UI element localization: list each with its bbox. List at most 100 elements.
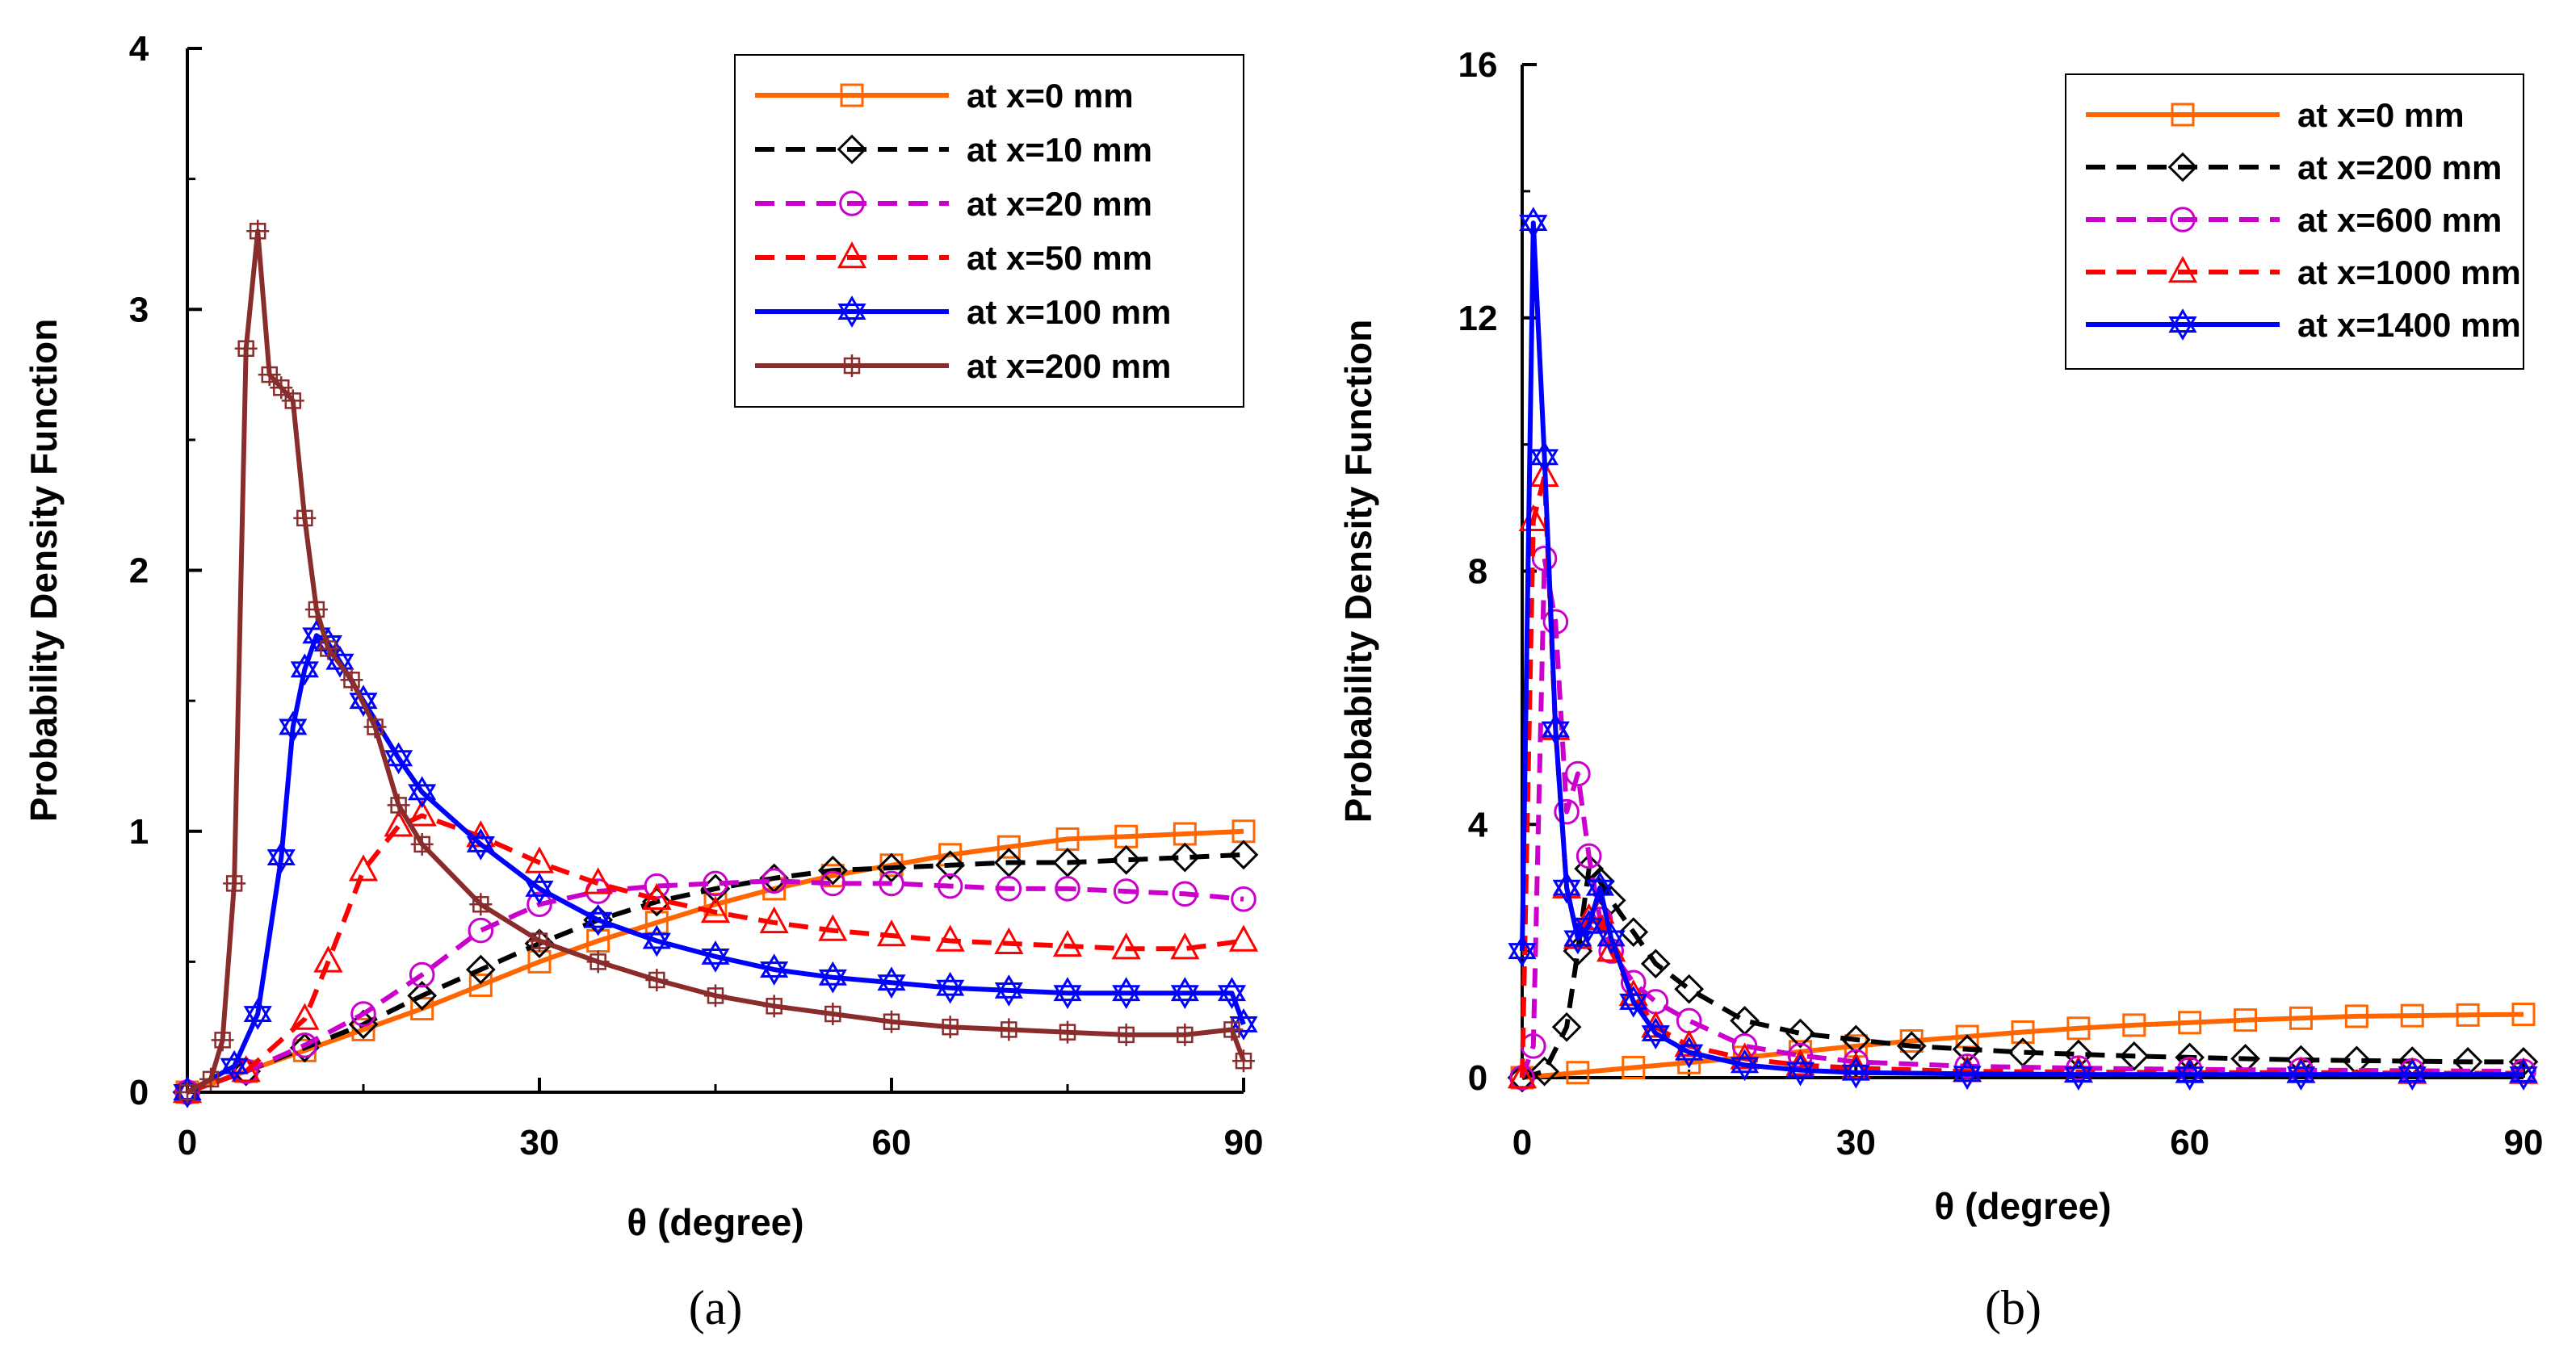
data-point — [289, 1032, 320, 1063]
legend-item: at x=50 mm — [755, 239, 1152, 277]
data-point — [1953, 1058, 1982, 1091]
data-point — [1596, 922, 1626, 955]
y-tick-label: 16 — [1458, 45, 1498, 85]
data-point — [1113, 878, 1139, 904]
y-tick-label: 12 — [1458, 299, 1498, 338]
legend-marker — [837, 134, 867, 165]
data-point — [937, 873, 963, 899]
data-point — [817, 855, 848, 886]
data-point — [468, 973, 493, 997]
legend-label: at x=200 mm — [2297, 149, 2502, 186]
data-point — [586, 950, 610, 974]
series-1 — [172, 840, 1259, 1108]
data-point — [1055, 876, 1080, 902]
data-point — [2066, 1016, 2091, 1041]
data-point — [348, 854, 379, 882]
data-point — [220, 1049, 249, 1083]
data-point — [1173, 1023, 1197, 1046]
data-point — [211, 1028, 234, 1052]
legend-item: at x=100 mm — [755, 293, 1171, 331]
series-4 — [1508, 207, 2538, 1091]
data-point — [407, 799, 437, 827]
data-point — [1785, 1053, 1815, 1087]
panel-caption: (b) — [1985, 1281, 2041, 1334]
data-point — [761, 868, 787, 894]
series-line — [1520, 473, 2524, 1078]
data-point — [1643, 989, 1669, 1015]
data-point — [936, 971, 965, 1004]
data-point — [1596, 935, 1626, 962]
data-point — [408, 776, 437, 809]
data-point — [528, 929, 551, 953]
data-point — [818, 914, 848, 941]
data-point — [2175, 1058, 2205, 1091]
data-point — [1618, 917, 1649, 947]
legend-item: at x=0 mm — [2086, 96, 2465, 134]
data-point — [1232, 1049, 1255, 1073]
data-point — [642, 882, 672, 910]
y-tick-label: 8 — [1468, 552, 1487, 592]
data-point — [2289, 1006, 2313, 1030]
legend-label: at x=50 mm — [967, 239, 1152, 277]
data-point — [410, 832, 434, 856]
data-point — [350, 1001, 376, 1027]
series-line — [1520, 555, 2524, 1078]
data-point — [1111, 932, 1141, 960]
data-point — [1114, 1023, 1138, 1046]
data-point — [384, 742, 413, 775]
data-point — [1552, 871, 1581, 904]
series-4 — [173, 619, 1258, 1108]
legend-label: at x=200 mm — [967, 347, 1171, 385]
data-point — [363, 715, 387, 739]
y-axis-label: Probability Density Function — [23, 319, 65, 823]
data-point — [1575, 843, 1602, 869]
legend: at x=0 mm at x=200 mm at x=600 mm at x=1000… — [2065, 73, 2524, 370]
chart-panel-a: 0 1 2 3 4 0 30 60 90 θ (degree) Probability Densit… — [23, 29, 1263, 1334]
data-point — [1056, 1020, 1079, 1044]
data-point — [584, 903, 613, 936]
series-2 — [174, 868, 1257, 1105]
data-point — [2178, 1011, 2202, 1035]
data-point — [1529, 441, 1559, 474]
data-point — [2122, 1013, 2146, 1037]
x-tick-label: 90 — [2504, 1123, 2544, 1162]
data-point — [1531, 546, 1558, 572]
x-tick-label: 0 — [178, 1123, 197, 1162]
legend-item: at x=0 mm — [755, 77, 1134, 115]
legend-label: at x=1400 mm — [2297, 306, 2521, 344]
y-tick-label: 4 — [129, 29, 149, 69]
data-point — [2011, 1020, 2035, 1045]
data-point — [2344, 1004, 2368, 1028]
legend-marker — [2167, 255, 2198, 283]
data-point — [818, 961, 847, 994]
data-point — [246, 220, 270, 243]
legend-marker — [2167, 152, 2198, 182]
data-point — [1622, 1055, 1646, 1079]
data-point — [877, 966, 906, 999]
data-point — [1640, 949, 1671, 979]
data-point — [266, 841, 296, 873]
data-point — [996, 835, 1021, 859]
data-point — [1899, 1029, 1924, 1053]
data-point — [876, 852, 907, 883]
data-point — [2119, 1041, 2150, 1071]
legend-item: at x=20 mm — [755, 185, 1152, 223]
data-point — [1053, 977, 1082, 1010]
legend-marker — [837, 241, 867, 269]
legend-item: at x=200 mm — [755, 347, 1171, 385]
data-point — [340, 668, 363, 692]
data-point — [1730, 1042, 1760, 1070]
data-point — [2456, 1003, 2480, 1027]
data-point — [1896, 1031, 1927, 1062]
legend-label: at x=0 mm — [2297, 96, 2465, 134]
series-line — [1521, 1011, 2524, 1080]
data-point — [2509, 1058, 2538, 1091]
data-point — [997, 1018, 1021, 1041]
y-tick-label: 0 — [129, 1073, 149, 1112]
data-point — [1508, 935, 1537, 967]
data-point — [880, 1010, 903, 1033]
chart-panel-b: 0 4 8 12 16 0 30 60 90 θ (degree) Probability Dens… — [1337, 45, 2543, 1334]
data-point — [645, 969, 669, 992]
x-tick-label: 30 — [1836, 1123, 1876, 1162]
legend: at x=0 mm at x=10 mm at x=20 mm at x=50 mm a… — [734, 54, 1244, 408]
